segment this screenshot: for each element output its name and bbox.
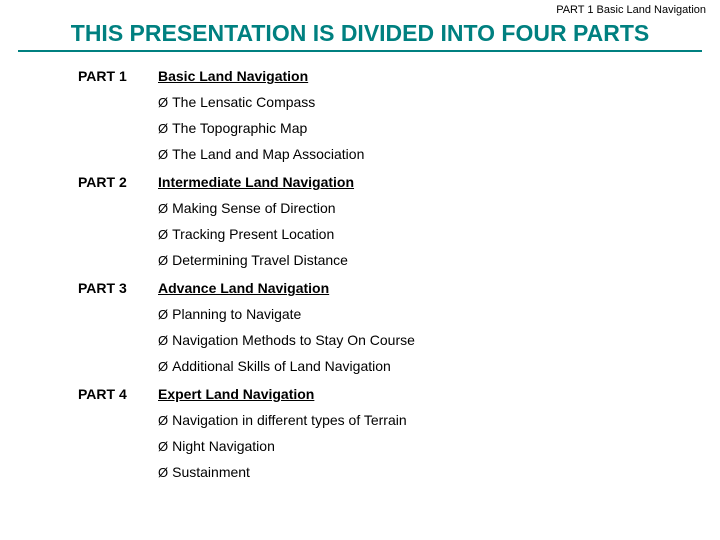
- page-title: THIS PRESENTATION IS DIVIDED INTO FOUR P…: [0, 20, 720, 47]
- bullet-text: Sustainment: [172, 464, 250, 480]
- part-section: PART 2 Intermediate Land Navigation Ø Ma…: [78, 174, 678, 268]
- part-title: Basic Land Navigation: [158, 68, 308, 84]
- part-header: PART 1 Basic Land Navigation: [78, 68, 678, 84]
- list-item: Ø The Topographic Map: [158, 120, 678, 136]
- part-label: PART 4: [78, 386, 158, 402]
- bullet-text: The Lensatic Compass: [172, 94, 315, 110]
- list-item: Ø Additional Skills of Land Navigation: [158, 358, 678, 374]
- list-item: Ø The Land and Map Association: [158, 146, 678, 162]
- bullet-text: Additional Skills of Land Navigation: [172, 358, 391, 374]
- part-label: PART 1: [78, 68, 158, 84]
- list-item: Ø Night Navigation: [158, 438, 678, 454]
- bullet-icon: Ø: [158, 227, 168, 242]
- bullet-icon: Ø: [158, 147, 168, 162]
- bullet-icon: Ø: [158, 465, 168, 480]
- part-title: Intermediate Land Navigation: [158, 174, 354, 190]
- part-section: PART 4 Expert Land Navigation Ø Navigati…: [78, 386, 678, 480]
- part-section: PART 3 Advance Land Navigation Ø Plannin…: [78, 280, 678, 374]
- part-label: PART 2: [78, 174, 158, 190]
- part-header: PART 4 Expert Land Navigation: [78, 386, 678, 402]
- bullet-text: Making Sense of Direction: [172, 200, 335, 216]
- part-section: PART 1 Basic Land Navigation Ø The Lensa…: [78, 68, 678, 162]
- part-header: PART 2 Intermediate Land Navigation: [78, 174, 678, 190]
- part-label: PART 3: [78, 280, 158, 296]
- bullet-icon: Ø: [158, 253, 168, 268]
- bullet-icon: Ø: [158, 201, 168, 216]
- part-header: PART 3 Advance Land Navigation: [78, 280, 678, 296]
- list-item: Ø Determining Travel Distance: [158, 252, 678, 268]
- bullet-icon: Ø: [158, 95, 168, 110]
- list-item: Ø Tracking Present Location: [158, 226, 678, 242]
- bullet-icon: Ø: [158, 439, 168, 454]
- bullet-text: The Topographic Map: [172, 120, 307, 136]
- title-divider: [18, 50, 702, 52]
- bullet-icon: Ø: [158, 333, 168, 348]
- content-outline: PART 1 Basic Land Navigation Ø The Lensa…: [78, 68, 678, 492]
- header-label: PART 1 Basic Land Navigation: [556, 4, 706, 16]
- bullet-text: Navigation in different types of Terrain: [172, 412, 407, 428]
- bullet-text: Planning to Navigate: [172, 306, 301, 322]
- list-item: Ø Sustainment: [158, 464, 678, 480]
- bullet-icon: Ø: [158, 307, 168, 322]
- bullet-text: Night Navigation: [172, 438, 275, 454]
- bullet-text: Determining Travel Distance: [172, 252, 348, 268]
- part-title: Expert Land Navigation: [158, 386, 314, 402]
- list-item: Ø Making Sense of Direction: [158, 200, 678, 216]
- bullet-icon: Ø: [158, 121, 168, 136]
- bullet-text: Tracking Present Location: [172, 226, 334, 242]
- part-title: Advance Land Navigation: [158, 280, 329, 296]
- list-item: Ø Navigation Methods to Stay On Course: [158, 332, 678, 348]
- bullet-text: Navigation Methods to Stay On Course: [172, 332, 415, 348]
- bullet-text: The Land and Map Association: [172, 146, 364, 162]
- bullet-icon: Ø: [158, 359, 168, 374]
- bullet-icon: Ø: [158, 413, 168, 428]
- list-item: Ø The Lensatic Compass: [158, 94, 678, 110]
- list-item: Ø Navigation in different types of Terra…: [158, 412, 678, 428]
- list-item: Ø Planning to Navigate: [158, 306, 678, 322]
